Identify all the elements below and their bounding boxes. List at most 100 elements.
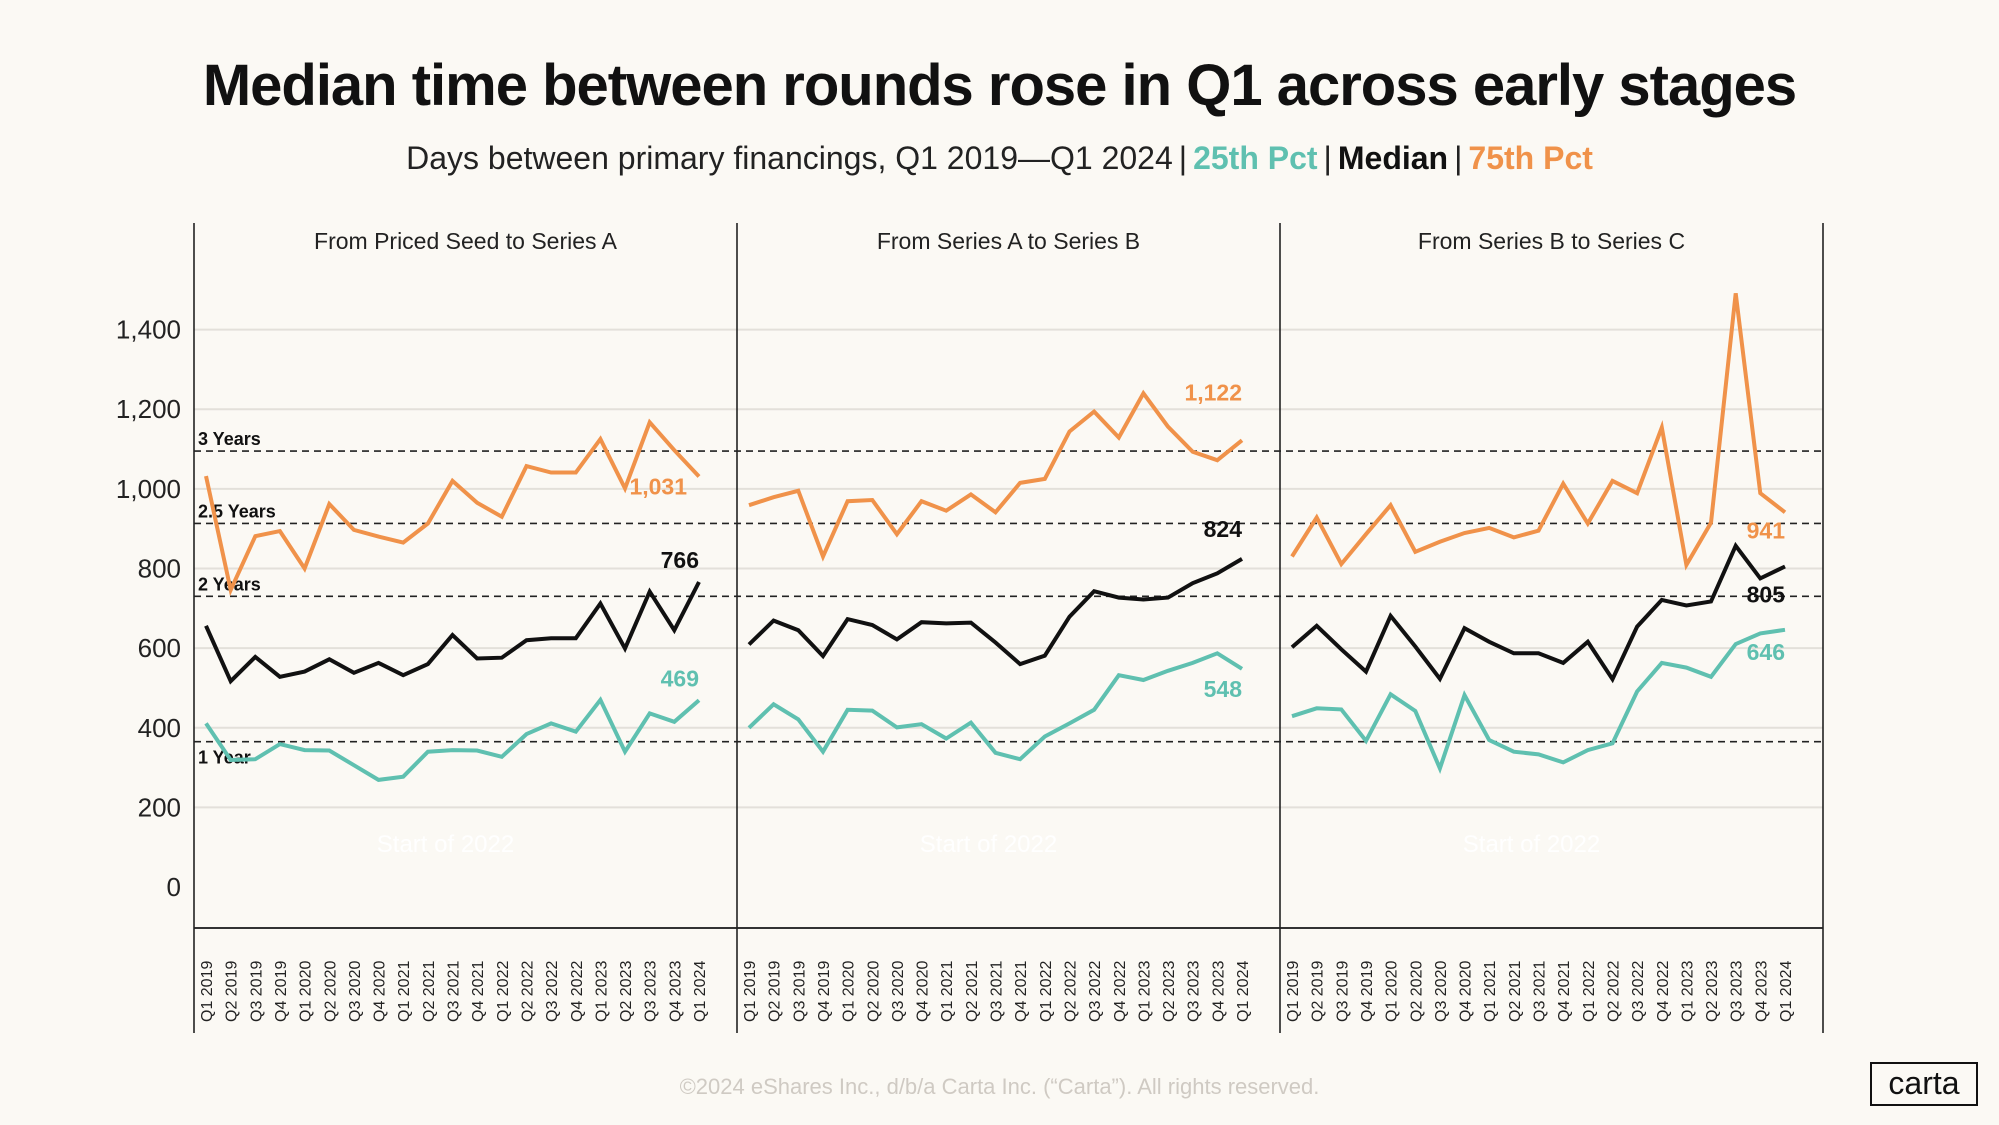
end-value-label: 941 [1747, 517, 1786, 543]
end-value-label: 469 [661, 665, 699, 691]
annotation-start-of-2022: Start of 2022 [377, 831, 514, 858]
x-tick-label: Q1 2024 [1778, 961, 1795, 1022]
separator: | [1454, 140, 1463, 176]
x-tick-label: Q1 2022 [1581, 961, 1598, 1022]
x-tick-label: Q1 2023 [1679, 961, 1696, 1022]
x-tick-label: Q1 2020 [298, 961, 315, 1022]
x-tick-label: Q1 2021 [939, 961, 956, 1022]
x-tick-label: Q3 2022 [544, 961, 561, 1022]
x-tick-label: Q2 2022 [1062, 961, 1079, 1022]
separator: | [1178, 140, 1188, 176]
y-tick-label: 0 [167, 872, 181, 902]
x-tick-label: Q1 2023 [1136, 961, 1153, 1022]
series-line-median [1290, 541, 1786, 684]
x-tick-label: Q2 2023 [1704, 961, 1721, 1022]
x-tick-label: Q3 2023 [1186, 961, 1203, 1022]
y-tick-label: 800 [138, 553, 181, 583]
x-tick-label: Q1 2021 [396, 961, 413, 1022]
x-tick-label: Q3 2022 [1630, 961, 1647, 1022]
x-tick-label: Q2 2021 [421, 961, 438, 1022]
panel-title: From Series B to Series C [1418, 228, 1685, 254]
series-line-75th-pct [748, 389, 1244, 562]
x-tick-label: Q2 2023 [618, 961, 635, 1022]
y-tick-label: 600 [138, 633, 181, 663]
x-tick-label: Q4 2023 [667, 961, 684, 1022]
separator: | [1323, 140, 1332, 176]
copyright-footer: ©2024 eShares Inc., d/b/a Carta Inc. (“C… [679, 1074, 1320, 1099]
x-tick-label: Q1 2023 [593, 961, 610, 1022]
reference-line-label: 1 Year [198, 748, 251, 768]
x-tick-label: Q4 2019 [816, 961, 833, 1022]
x-tick-label: Q2 2019 [224, 961, 241, 1022]
y-tick-label: 200 [138, 792, 181, 822]
x-tick-label: Q1 2020 [841, 961, 858, 1022]
carta-logo: carta [1870, 1062, 1978, 1106]
x-tick-label: Q3 2019 [1334, 961, 1351, 1022]
x-tick-label: Q2 2019 [1310, 961, 1327, 1022]
chart-subtitle: Days between primary financings, Q1 2019… [0, 140, 1999, 177]
x-tick-label: Q3 2021 [1532, 961, 1549, 1022]
series-line-25th-pct [1291, 627, 1786, 775]
x-tick-label: Q4 2023 [1753, 961, 1770, 1022]
end-value-label: 548 [1204, 676, 1243, 702]
reference-line-label: 2.5 Years [198, 501, 276, 521]
x-tick-label: Q4 2022 [1655, 961, 1672, 1022]
x-tick-label: Q2 2021 [1507, 961, 1524, 1022]
y-tick-label: 1,400 [116, 315, 181, 345]
x-tick-label: Q1 2020 [1384, 961, 1401, 1022]
x-tick-label: Q2 2022 [1605, 961, 1622, 1022]
x-tick-label: Q2 2023 [1161, 961, 1178, 1022]
end-value-label: 646 [1747, 639, 1785, 665]
end-value-label: 824 [1204, 516, 1243, 542]
x-tick-label: Q2 2019 [767, 961, 784, 1022]
y-tick-label: 400 [138, 713, 181, 743]
x-tick-label: Q3 2019 [791, 961, 808, 1022]
x-tick-label: Q4 2019 [1359, 961, 1376, 1022]
series-line-25th-pct [204, 696, 701, 782]
y-tick-label: 1,000 [116, 474, 181, 504]
x-tick-label: Q1 2019 [1285, 961, 1302, 1022]
end-value-label: 805 [1747, 581, 1786, 607]
x-tick-label: Q4 2021 [470, 961, 487, 1022]
annotation-start-of-2022: Start of 2022 [920, 831, 1057, 858]
x-tick-label: Q1 2022 [495, 961, 512, 1022]
x-tick-label: Q4 2021 [1013, 961, 1030, 1022]
x-tick-label: Q1 2024 [1235, 961, 1252, 1022]
x-tick-label: Q2 2020 [322, 961, 339, 1022]
end-value-label: 766 [661, 547, 699, 573]
legend-75th-pct: 75th Pct [1468, 140, 1593, 176]
panel-title: From Series A to Series B [877, 228, 1140, 254]
x-tick-label: Q4 2023 [1210, 961, 1227, 1022]
x-tick-label: Q1 2022 [1038, 961, 1055, 1022]
x-tick-label: Q3 2022 [1087, 961, 1104, 1022]
series-line-25th-pct [747, 651, 1244, 762]
x-tick-label: Q4 2019 [273, 961, 290, 1022]
panel-title: From Priced Seed to Series A [314, 228, 618, 254]
end-value-label: 1,122 [1184, 379, 1242, 405]
annotation-start-of-2022: Start of 2022 [1463, 831, 1600, 858]
x-tick-label: Q1 2024 [692, 961, 709, 1022]
x-tick-label: Q1 2019 [742, 961, 759, 1022]
x-tick-label: Q3 2021 [989, 961, 1006, 1022]
x-tick-label: Q4 2022 [569, 961, 586, 1022]
x-tick-label: Q2 2020 [865, 961, 882, 1022]
legend-25th-pct: 25th Pct [1193, 140, 1318, 176]
x-tick-label: Q3 2023 [643, 961, 660, 1022]
x-tick-label: Q3 2020 [1433, 961, 1450, 1022]
x-tick-label: Q2 2020 [1408, 961, 1425, 1022]
end-value-label: 1,031 [629, 473, 687, 499]
x-tick-label: Q4 2020 [1458, 961, 1475, 1022]
x-tick-label: Q2 2021 [964, 961, 981, 1022]
legend-median: Median [1337, 140, 1449, 176]
subtitle-text: Days between primary financings, Q1 2019… [406, 140, 1173, 176]
x-tick-label: Q3 2020 [890, 961, 907, 1022]
y-tick-label: 1,200 [116, 394, 181, 424]
x-tick-label: Q3 2023 [1729, 961, 1746, 1022]
x-tick-label: Q1 2021 [1482, 961, 1499, 1022]
x-tick-label: Q1 2019 [199, 961, 216, 1022]
chart-title: Median time between rounds rose in Q1 ac… [202, 53, 1797, 118]
x-tick-label: Q3 2020 [347, 961, 364, 1022]
x-tick-label: Q4 2022 [1112, 961, 1129, 1022]
x-tick-label: Q3 2021 [446, 961, 463, 1022]
